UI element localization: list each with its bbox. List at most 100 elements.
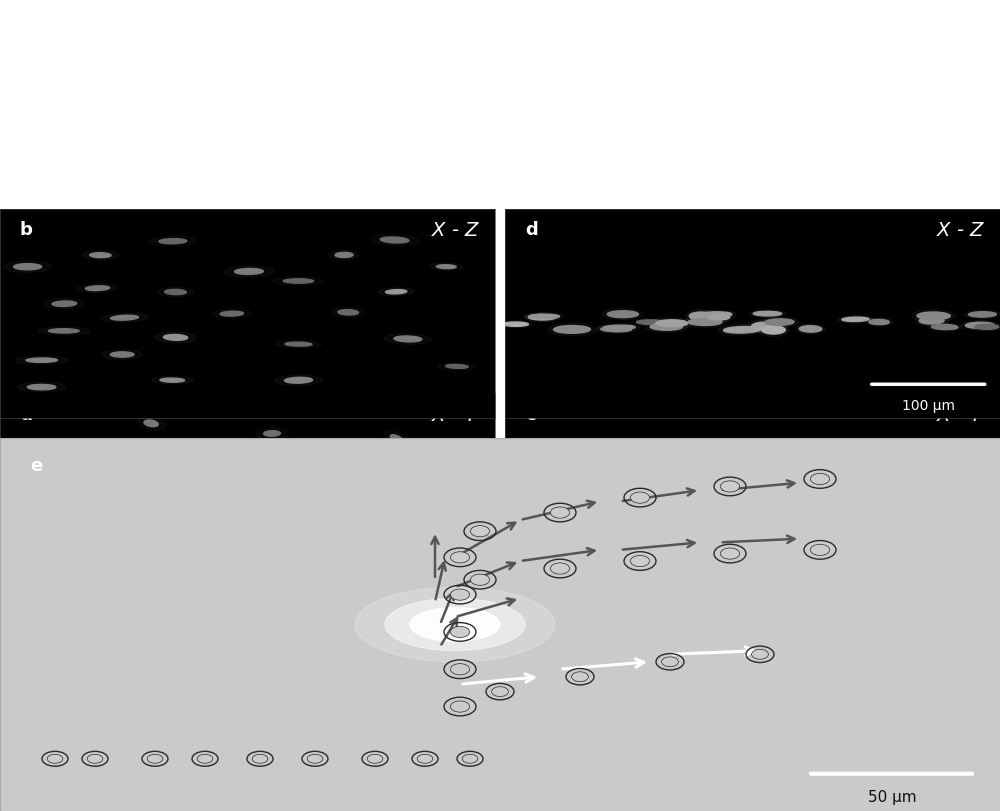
Ellipse shape [548,323,596,336]
Ellipse shape [17,382,66,392]
Ellipse shape [525,313,564,320]
Ellipse shape [927,323,962,331]
Ellipse shape [456,517,468,521]
Text: $X$ - $Z$: $X$ - $Z$ [431,221,480,240]
Ellipse shape [596,325,636,333]
Ellipse shape [912,310,955,322]
Ellipse shape [528,315,556,320]
Ellipse shape [749,310,786,317]
Ellipse shape [417,754,433,763]
Ellipse shape [936,486,954,513]
Ellipse shape [396,484,410,493]
Ellipse shape [15,356,68,364]
Ellipse shape [285,342,312,346]
Ellipse shape [283,524,295,530]
Ellipse shape [931,324,958,329]
Ellipse shape [450,513,474,525]
Ellipse shape [752,322,775,330]
Ellipse shape [307,754,323,763]
Text: e: e [30,457,42,474]
Ellipse shape [650,324,682,330]
Ellipse shape [581,487,592,504]
Ellipse shape [603,309,643,320]
Ellipse shape [640,502,655,516]
Ellipse shape [656,320,688,327]
Ellipse shape [866,318,892,326]
Ellipse shape [968,311,996,317]
Ellipse shape [335,252,353,258]
Ellipse shape [147,754,163,763]
Ellipse shape [509,489,534,517]
Ellipse shape [43,298,85,309]
Ellipse shape [450,589,470,600]
Ellipse shape [791,488,802,500]
Ellipse shape [151,376,193,384]
Ellipse shape [844,485,863,501]
Ellipse shape [917,312,950,320]
Ellipse shape [971,323,1000,331]
Ellipse shape [261,470,294,491]
Ellipse shape [331,307,366,317]
Ellipse shape [634,500,661,518]
Ellipse shape [275,375,322,385]
Ellipse shape [52,301,77,307]
Ellipse shape [810,544,830,556]
Ellipse shape [762,326,785,334]
Ellipse shape [748,320,779,333]
Ellipse shape [517,486,532,501]
Ellipse shape [378,288,414,295]
Ellipse shape [701,311,732,317]
Ellipse shape [711,484,737,509]
Ellipse shape [503,322,528,326]
Ellipse shape [149,237,196,246]
Ellipse shape [224,266,273,277]
Ellipse shape [410,607,500,642]
Ellipse shape [747,485,769,504]
Ellipse shape [530,487,540,500]
Ellipse shape [283,279,314,283]
Ellipse shape [275,341,321,348]
Text: $X$ - $Y$: $X$ - $Y$ [431,406,480,425]
Ellipse shape [43,493,64,506]
Ellipse shape [919,317,944,324]
Ellipse shape [450,551,470,563]
Ellipse shape [662,657,678,667]
Ellipse shape [838,315,873,323]
Ellipse shape [630,556,650,567]
Ellipse shape [38,327,90,335]
Ellipse shape [720,481,740,492]
Ellipse shape [719,486,745,510]
Ellipse shape [154,554,169,561]
Ellipse shape [514,493,529,513]
Ellipse shape [384,431,411,448]
Ellipse shape [450,663,470,675]
Ellipse shape [110,352,134,357]
Ellipse shape [102,350,142,359]
Ellipse shape [708,315,730,320]
Ellipse shape [639,487,651,501]
Ellipse shape [81,441,102,453]
Ellipse shape [964,310,1000,319]
Ellipse shape [216,490,230,498]
Ellipse shape [48,496,59,503]
Ellipse shape [716,487,731,505]
Ellipse shape [450,626,470,637]
Ellipse shape [772,491,790,507]
Ellipse shape [796,324,825,334]
Ellipse shape [511,483,538,504]
Ellipse shape [603,494,618,517]
Ellipse shape [332,453,350,461]
Ellipse shape [561,487,581,509]
Ellipse shape [93,515,129,532]
Ellipse shape [524,313,560,322]
Ellipse shape [384,333,432,345]
Ellipse shape [752,487,764,501]
Ellipse shape [752,650,768,659]
Ellipse shape [149,467,162,474]
Ellipse shape [255,428,289,439]
Ellipse shape [26,358,57,363]
Ellipse shape [720,548,740,560]
Ellipse shape [526,484,544,504]
Ellipse shape [165,290,186,294]
Ellipse shape [212,309,252,318]
